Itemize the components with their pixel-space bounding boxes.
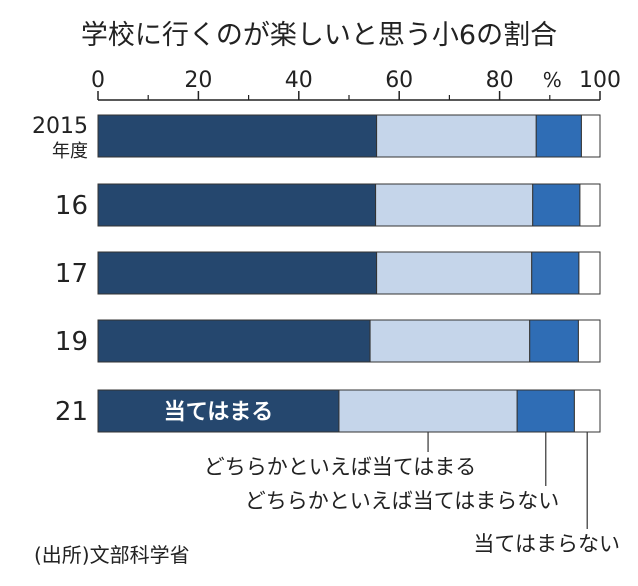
bar-segment: [369, 319, 531, 363]
bar-segment: [375, 183, 534, 227]
category-suffix-label: 年度: [52, 141, 88, 162]
x-tick-label: 20: [184, 68, 212, 93]
bar-segment: [579, 183, 601, 227]
bar-row-16: 16: [55, 183, 601, 227]
chart-title: 学校に行くのが楽しいと思う小6の割合: [81, 20, 557, 51]
inline-series-label: 当てはまる: [164, 400, 274, 425]
x-tick-label: 40: [285, 68, 313, 93]
legend-label: 当てはまらない: [473, 532, 620, 556]
bar-segment: [97, 319, 371, 363]
bar-segment: [578, 251, 601, 295]
x-tick-label: 100: [579, 68, 621, 93]
bar-row-21: 21: [55, 389, 601, 433]
bar-segment: [338, 389, 518, 433]
bar-segment: [535, 114, 582, 158]
bar-segment: [97, 251, 378, 295]
legend-label: どちらかといえば当てはまらない: [245, 489, 560, 513]
bar-segment: [573, 389, 601, 433]
bar-segment: [529, 319, 579, 363]
x-tick-label: 80: [486, 68, 514, 93]
bar-row-17: 17: [55, 251, 601, 295]
legend-label: どちらかといえば当てはまる: [204, 455, 477, 479]
category-label: 21: [55, 397, 88, 427]
bar-segment: [577, 319, 601, 363]
bar-segment: [97, 114, 378, 158]
bar-segment: [531, 251, 580, 295]
x-unit-label: %: [543, 68, 562, 92]
x-axis: 0 20 40 60 80 100%: [91, 68, 621, 101]
source-note: (出所)文部科学省: [34, 543, 190, 567]
bar-segment: [376, 251, 533, 295]
category-label: 17: [55, 259, 88, 289]
category-label: 16: [55, 191, 88, 221]
bar-segment: [376, 114, 537, 158]
x-tick-label: 60: [385, 68, 413, 93]
category-label: 19: [55, 327, 88, 357]
bar-segment: [516, 389, 575, 433]
bar-row-19: 19: [55, 319, 601, 363]
bar-segment: [97, 183, 377, 227]
category-label: 2015: [32, 114, 88, 139]
x-tick-label: 0: [91, 68, 105, 93]
bar-segment: [97, 389, 340, 433]
bar-segment: [532, 183, 581, 227]
bar-segment: [580, 114, 601, 158]
